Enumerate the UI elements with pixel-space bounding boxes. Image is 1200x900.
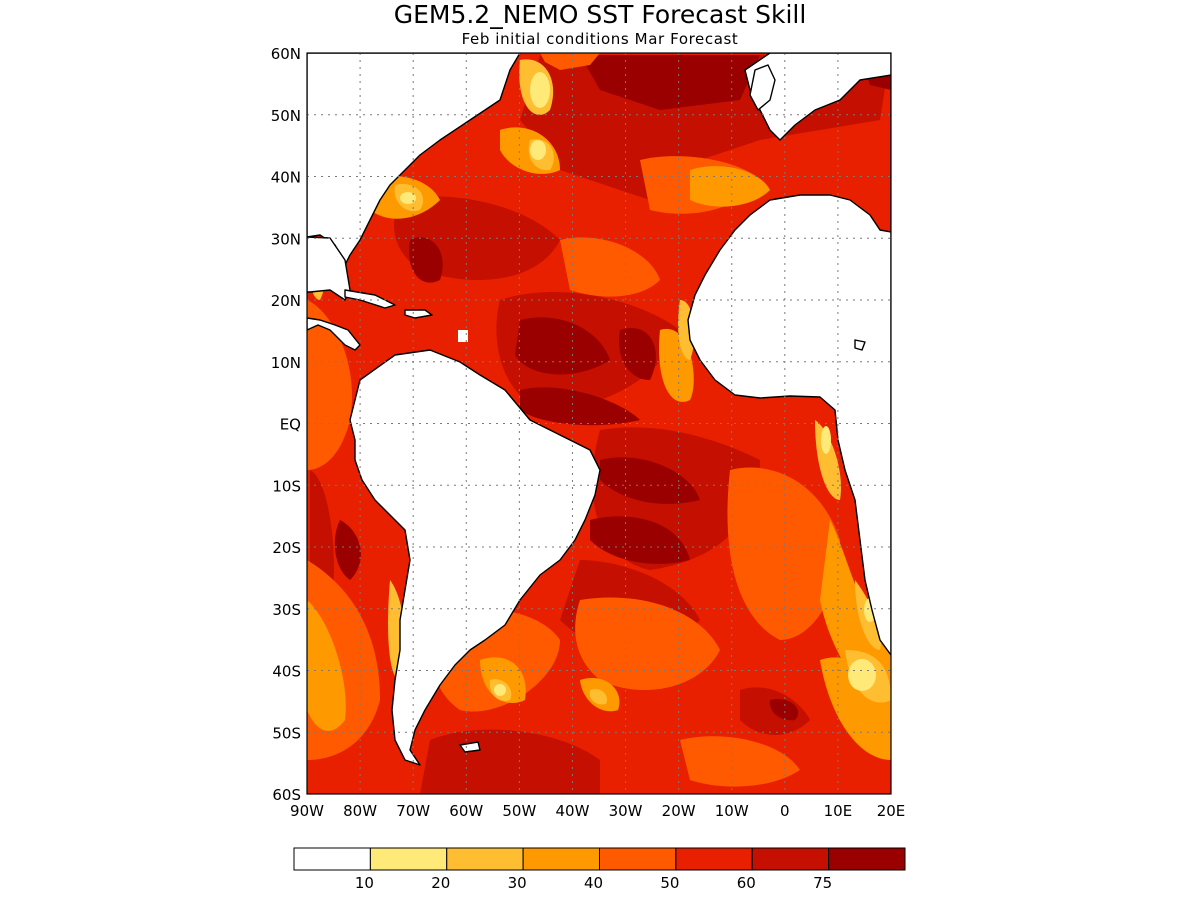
colorbar-label: 60 bbox=[737, 874, 756, 892]
small-island bbox=[854, 339, 866, 351]
colorbar-label: 30 bbox=[508, 874, 527, 892]
falklands bbox=[459, 741, 481, 753]
map-frame bbox=[306, 52, 892, 795]
hispaniola bbox=[404, 309, 433, 319]
gulf-coast bbox=[307, 236, 351, 301]
south-america bbox=[349, 349, 601, 766]
x-tick-label: 30W bbox=[609, 802, 643, 820]
y-tick-label: 60S bbox=[272, 786, 301, 804]
x-tick-label: 20W bbox=[662, 802, 696, 820]
x-tick-label: 0 bbox=[780, 802, 790, 820]
colorbar-swatch bbox=[828, 847, 906, 871]
y-tick-label: 20N bbox=[271, 292, 301, 310]
africa-europe bbox=[687, 53, 891, 656]
caribbean-gap bbox=[458, 330, 468, 342]
y-tick-label: EQ bbox=[280, 416, 301, 434]
y-axis-ticks: 60N 50N 40N 30N 20N 10N EQ 10S 20S 30S 40S 50S 60S bbox=[271, 45, 301, 804]
y-tick-label: 20S bbox=[272, 539, 301, 557]
colorbar-label: 40 bbox=[584, 874, 603, 892]
colorbar: 10 20 30 40 50 60 75 bbox=[293, 847, 906, 892]
y-tick-label: 50S bbox=[272, 724, 301, 742]
x-tick-label: 80W bbox=[343, 802, 377, 820]
colorbar-label: 50 bbox=[660, 874, 679, 892]
y-tick-label: 40S bbox=[272, 663, 301, 681]
colorbar-swatch bbox=[751, 847, 830, 871]
y-tick-label: 10S bbox=[272, 477, 301, 495]
y-tick-label: 40N bbox=[271, 169, 301, 187]
sst-skill-field bbox=[307, 53, 891, 794]
colorbar-swatch bbox=[369, 847, 448, 871]
colorbar-label: 10 bbox=[355, 874, 374, 892]
cuba bbox=[344, 289, 396, 309]
map-grid bbox=[307, 53, 891, 794]
colorbar-swatch bbox=[446, 847, 524, 871]
colorbar-label: 75 bbox=[813, 874, 832, 892]
x-tick-label: 10W bbox=[715, 802, 749, 820]
europe bbox=[744, 53, 891, 141]
y-tick-label: 30S bbox=[272, 601, 301, 619]
y-tick-label: 30N bbox=[271, 230, 301, 248]
x-tick-label: 10E bbox=[824, 802, 853, 820]
colorbar-swatch bbox=[675, 847, 753, 871]
x-axis-ticks: 90W 80W 70W 60W 50W 40W 30W 20W 10W 0 10E 20E bbox=[290, 802, 905, 820]
colorbar-label: 20 bbox=[431, 874, 450, 892]
y-tick-label: 60N bbox=[271, 45, 301, 63]
y-tick-label: 50N bbox=[271, 107, 301, 125]
x-tick-label: 50W bbox=[502, 802, 536, 820]
x-tick-label: 90W bbox=[290, 802, 324, 820]
x-tick-label: 20E bbox=[877, 802, 906, 820]
greenland-gap bbox=[540, 53, 600, 70]
british-isles bbox=[749, 64, 776, 111]
x-tick-label: 60W bbox=[449, 802, 483, 820]
central-america bbox=[307, 317, 361, 351]
chart-subtitle: Feb initial conditions Mar Forecast bbox=[462, 30, 739, 48]
x-tick-label: 70W bbox=[396, 802, 430, 820]
colorbar-swatch bbox=[599, 847, 677, 871]
max-skill-spots bbox=[334, 55, 891, 721]
colorbar-swatch bbox=[293, 847, 371, 871]
chart-title: GEM5.2_NEMO SST Forecast Skill bbox=[394, 0, 807, 29]
colorbar-swatch bbox=[522, 847, 600, 871]
y-tick-label: 10N bbox=[271, 354, 301, 372]
x-tick-label: 40W bbox=[555, 802, 589, 820]
